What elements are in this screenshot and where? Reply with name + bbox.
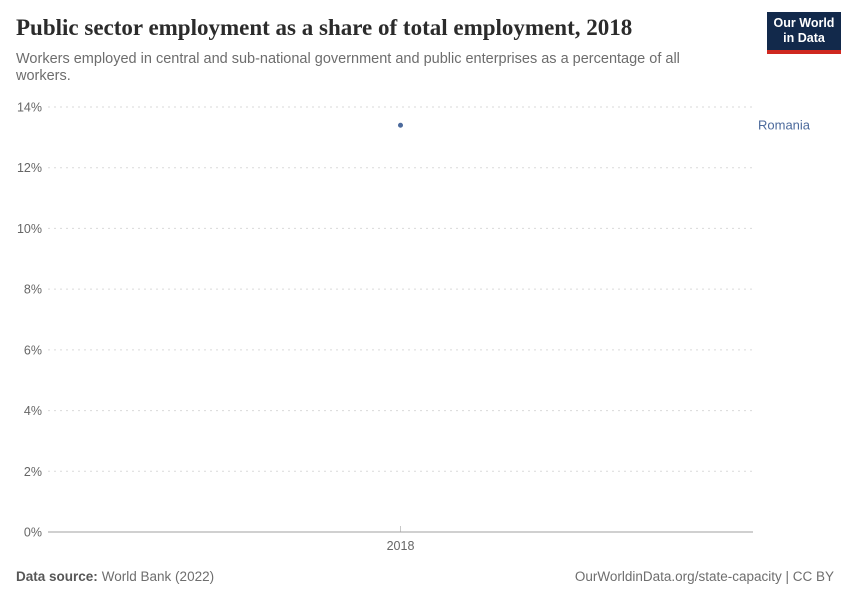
data-point[interactable] xyxy=(398,122,403,128)
owid-logo-line1: Our World xyxy=(773,16,835,30)
y-axis-tick-label: 12% xyxy=(17,161,42,175)
data-source-note: Data source: World Bank (2022) xyxy=(16,569,214,584)
y-axis-tick-label: 0% xyxy=(24,526,42,540)
y-axis-tick-label: 2% xyxy=(24,465,42,479)
data-source-label: Data source: xyxy=(16,569,98,584)
owid-logo[interactable]: Our World in Data xyxy=(767,12,841,54)
x-axis-tick-label: 2018 xyxy=(387,539,415,553)
chart-title: Public sector employment as a share of t… xyxy=(16,15,633,40)
owid-logo-line2: in Data xyxy=(783,31,825,45)
y-axis-tick-label: 10% xyxy=(17,222,42,236)
data-source-value: World Bank (2022) xyxy=(101,569,215,584)
y-axis-tick-label: 4% xyxy=(24,404,42,418)
attribution-link[interactable]: OurWorldinData.org/state-capacity | CC B… xyxy=(574,569,834,584)
entity-label[interactable]: Romania xyxy=(758,118,811,133)
y-axis-tick-label: 8% xyxy=(24,283,42,297)
y-axis-tick-label: 14% xyxy=(17,101,42,115)
chart-footer: Data source: World Bank (2022) OurWorldin… xyxy=(16,569,834,584)
y-axis-tick-label: 6% xyxy=(24,343,42,357)
chart-subtitle: Workers employed in central and sub-nati… xyxy=(16,51,680,84)
